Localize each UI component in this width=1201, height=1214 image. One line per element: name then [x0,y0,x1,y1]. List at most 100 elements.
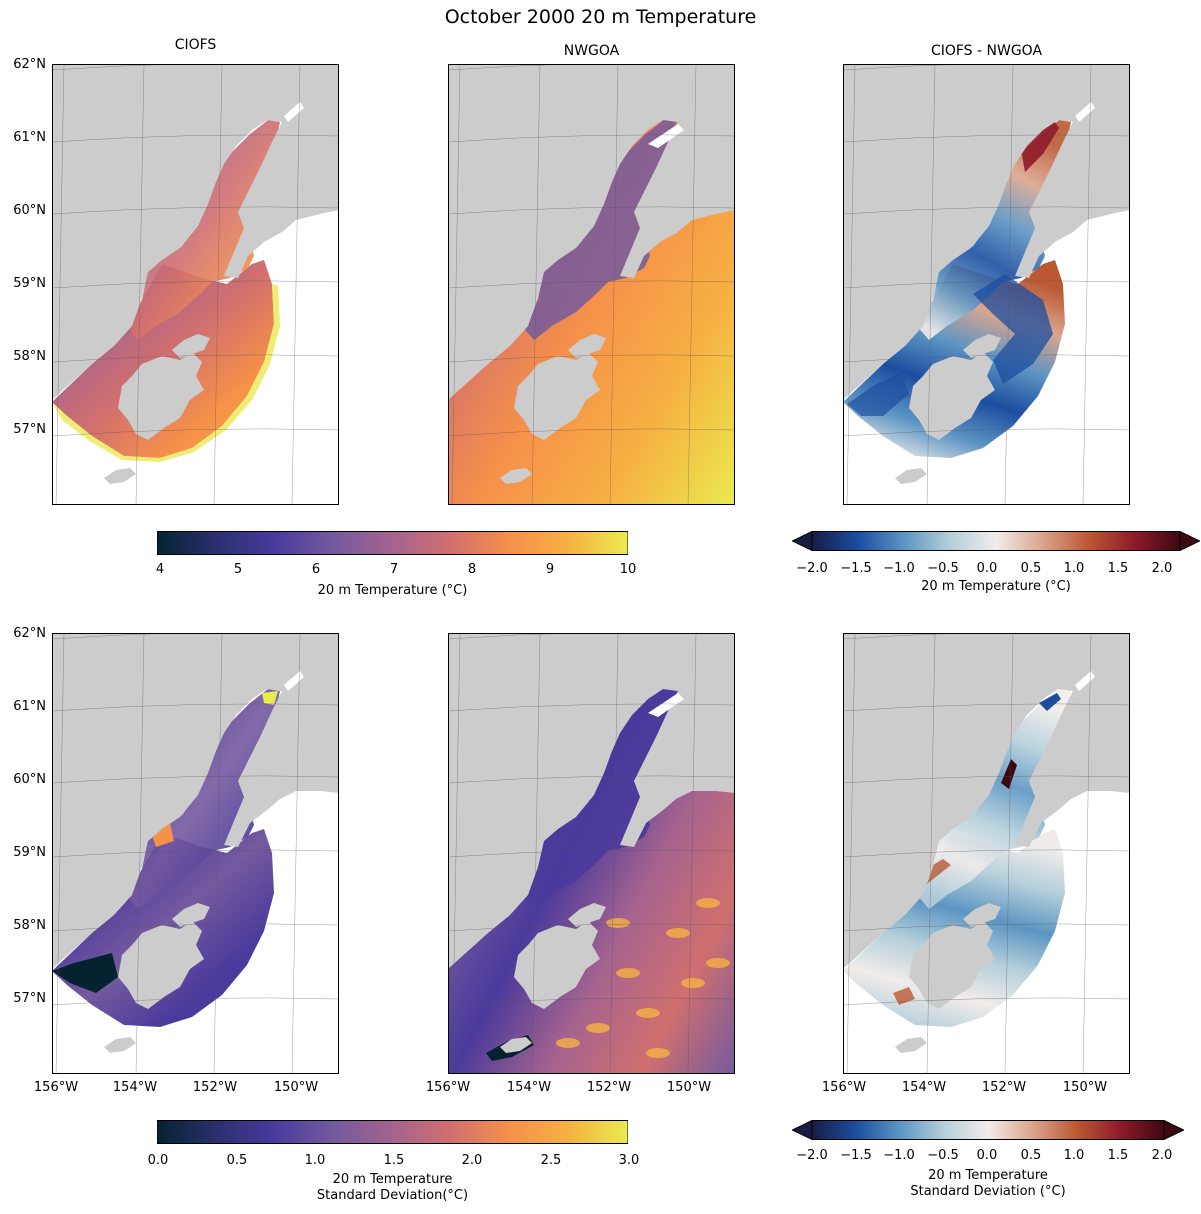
cb-tick: 1.5 [1107,1148,1129,1163]
warm-anomaly [1001,759,1017,789]
colorbar-gradient [156,531,629,555]
land-trinity-islands [895,468,927,484]
graticule-lon [451,64,461,505]
graticule-lat [52,775,339,784]
graticule-lat [843,849,1130,858]
land-trinity-islands [500,1037,532,1053]
graticule-lon [531,633,541,1074]
cold-anomaly [847,372,909,416]
lon-tick-152: 152°W [586,1080,632,1095]
cb-tick: 0.5 [1020,561,1042,576]
graticule-lon [609,64,619,505]
graticule-lat [52,633,339,640]
graticule-lon [609,633,619,1074]
cb-tick: 0.5 [226,1153,248,1168]
graticule-lat [52,849,339,858]
cb-tick: 1.0 [1063,1148,1085,1163]
graticule-lat [52,280,339,289]
low-variability-zone [52,953,118,993]
lon-tick-154: 154°W [112,1080,158,1095]
colorbar-gradient [811,531,1181,551]
cb-tick: 1.0 [304,1153,326,1168]
graticule-lon [1004,633,1014,1074]
graticule-lon [213,64,223,505]
graticule-lat [448,206,735,215]
cb-tick: 0.5 [1020,1148,1042,1163]
map-frame [52,64,339,505]
colorbar-gradient [811,1120,1165,1140]
cb-tick: −1.5 [840,561,872,576]
cb-tick: 0.0 [976,561,998,576]
cold-anomaly [973,274,1053,384]
graticule-lon [531,64,541,505]
graticule-lon [926,64,936,505]
inlet-water [917,120,1071,340]
lat-tick-57: 57°N [13,991,46,1006]
cb-tick: 1.5 [383,1153,405,1168]
land-afognak-island [172,334,210,358]
colorbar-gradient [156,1120,629,1144]
graticule-lon [1082,633,1092,1074]
graticule-lon [846,64,856,505]
lat-tick-62: 62°N [13,626,46,641]
land-kodiak-island [118,921,204,1009]
map-panel-nwgoa-std [448,633,735,1074]
lon-tick-154: 154°W [901,1080,947,1095]
inlet-water [126,120,280,340]
land-mainland [843,633,1130,969]
panel-title-diff: CIOFS - NWGOA [930,43,1043,59]
graticule-lat [843,64,1130,71]
cb-tick: 6 [311,562,321,577]
inlet-water [917,689,1071,909]
graticule-lat [448,428,735,437]
graticule-lat [448,997,735,1006]
figure-title: October 2000 20 m Temperature [444,6,757,28]
land-afognak-island [172,903,210,927]
land-kodiak-island [514,921,600,1009]
cb-tick: −1.0 [883,1148,915,1163]
cb-tick: 1.5 [1107,561,1129,576]
graticule-lon [1004,64,1014,505]
land-kodiak-island [118,352,204,440]
lon-tick-150: 150°W [1062,1080,1108,1095]
cb-tick: 10 [619,562,637,577]
graticule-lat [843,428,1130,437]
map-svg [448,633,735,1074]
colorbar-svg [791,530,1201,552]
land-trinity-islands [104,468,136,484]
panel-title-nwgoa: NWGOA [563,43,620,59]
graticule-lat [448,923,735,932]
colorbar-svg [156,531,629,555]
graticule-lat [843,775,1130,784]
cb-tick: 2.5 [540,1153,562,1168]
cb-tick: 7 [389,562,399,577]
land-mainland [448,64,735,400]
warm-anomaly [893,987,915,1005]
graticule-lat [448,134,735,143]
graticule-lat [52,64,339,71]
graticule-lon [55,64,65,505]
cb-tick: 4 [155,562,165,577]
map-panel-diff-std [843,633,1130,1074]
lat-tick-61: 61°N [13,130,46,145]
lat-tick-61: 61°N [13,699,46,714]
colorbar-temperature [156,531,629,560]
land-kodiak-island [909,352,995,440]
graticule-lon [135,633,145,1074]
graticule-lat [448,280,735,289]
graticule-lat [52,428,339,437]
land-trinity-islands [500,468,532,484]
map-panel-nwgoa-mean [448,64,735,505]
map-svg [843,64,1130,505]
lon-tick-156: 156°W [425,1080,471,1095]
lon-tick-154: 154°W [506,1080,552,1095]
lat-tick-60: 60°N [13,772,46,787]
map-svg [448,64,735,505]
graticule-lat [843,923,1130,932]
graticule-lon [291,64,301,505]
cb-tick: −1.0 [883,561,915,576]
lon-tick-152: 152°W [192,1080,238,1095]
variability-hotspot [586,1023,610,1033]
map-svg [52,633,339,1074]
colorbar-extend-max [1163,1119,1185,1141]
